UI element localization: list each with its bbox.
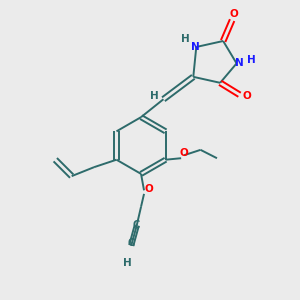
Text: O: O bbox=[145, 184, 154, 194]
Text: N: N bbox=[191, 42, 200, 52]
Text: C: C bbox=[132, 220, 140, 230]
Text: N: N bbox=[235, 58, 243, 68]
Text: H: H bbox=[123, 258, 131, 268]
Text: O: O bbox=[179, 148, 188, 158]
Text: O: O bbox=[230, 9, 239, 19]
Text: H: H bbox=[149, 91, 158, 101]
Text: H: H bbox=[247, 56, 256, 65]
Text: H: H bbox=[182, 34, 190, 44]
Text: C: C bbox=[127, 238, 134, 248]
Text: O: O bbox=[243, 91, 251, 101]
